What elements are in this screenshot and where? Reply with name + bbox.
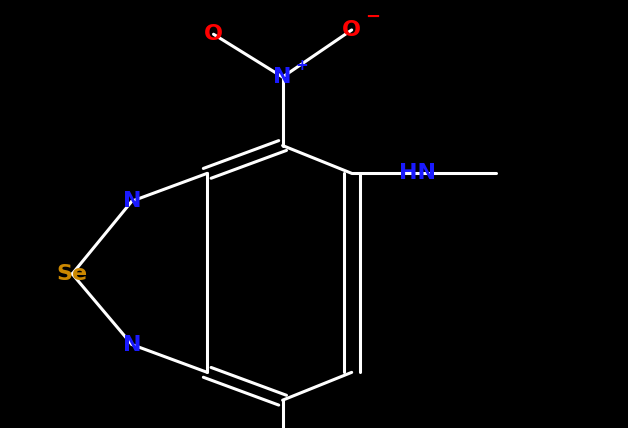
Text: −: −	[365, 8, 381, 26]
Text: O: O	[204, 24, 223, 44]
Text: Se: Se	[57, 264, 88, 284]
Text: N: N	[273, 67, 292, 87]
Text: O: O	[342, 20, 361, 40]
Text: +: +	[295, 57, 308, 73]
Text: HN: HN	[399, 163, 436, 183]
Text: N: N	[122, 191, 141, 211]
Text: N: N	[122, 335, 141, 354]
